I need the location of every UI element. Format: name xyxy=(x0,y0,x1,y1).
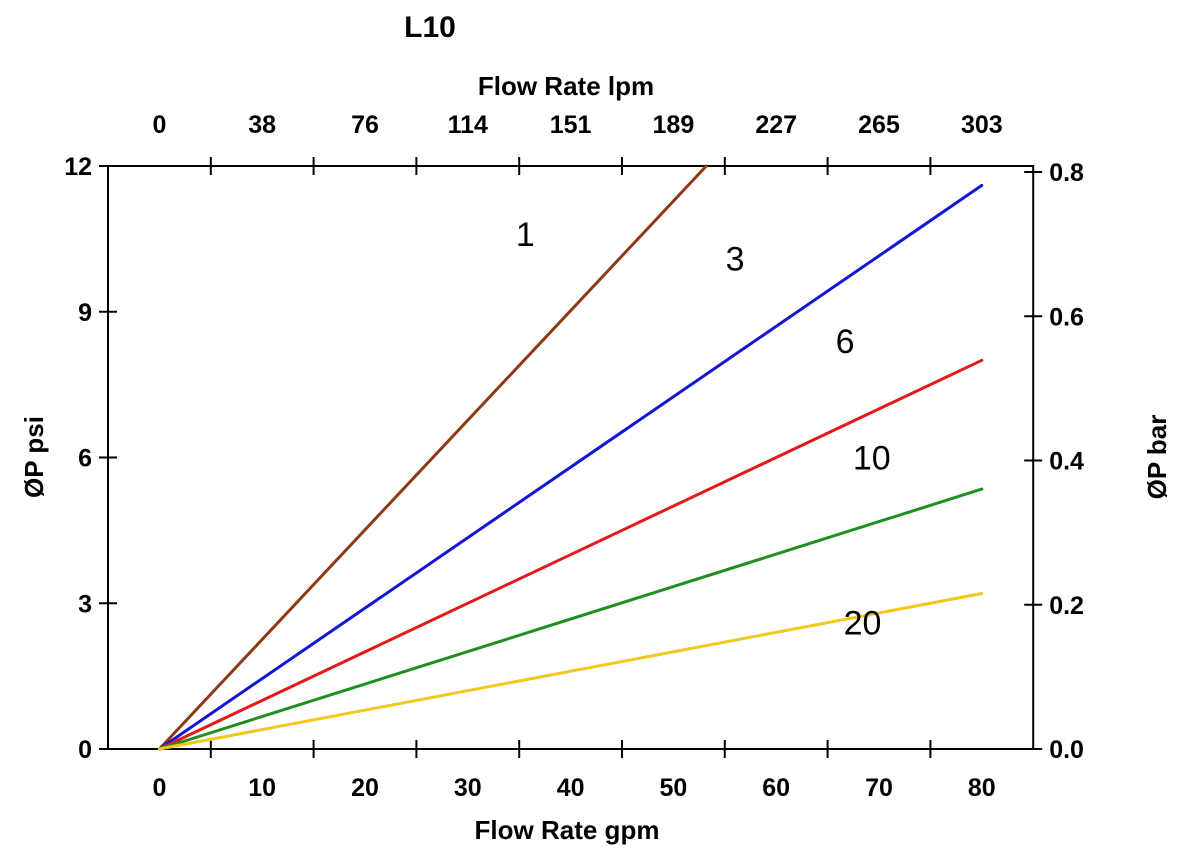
left-tick-label: 3 xyxy=(78,590,92,618)
bottom-tick-label: 80 xyxy=(968,774,996,802)
top-tick-label: 114 xyxy=(448,111,488,139)
axis-tick-labels: 0 10 20 30 40 50 60 70 800 38 76 114 151 189 227 265 303… xyxy=(64,111,1084,802)
bottom-tick-label: 30 xyxy=(454,774,482,802)
series-line-1 xyxy=(157,164,708,751)
series-line-3 xyxy=(157,183,984,751)
bottom-tick-label: 0 xyxy=(152,774,166,802)
left-tick-label: 6 xyxy=(78,445,92,473)
top-tick-label: 76 xyxy=(351,111,379,139)
top-tick-label: 38 xyxy=(248,111,276,139)
top-tick-label: 303 xyxy=(961,111,1003,139)
right-axis-title: ØP bar xyxy=(1142,415,1172,500)
series-line-6 xyxy=(157,358,984,751)
left-tick-label: 9 xyxy=(78,299,92,327)
bottom-tick-label: 20 xyxy=(351,774,379,802)
bottom-tick-label: 60 xyxy=(762,774,790,802)
series-labels: 1 3 6 10 20 xyxy=(516,216,891,643)
left-tick-label: 0 xyxy=(78,736,92,764)
series-label-20: 20 xyxy=(844,605,882,643)
right-tick-label: 0.0 xyxy=(1049,736,1084,764)
axis-ticks xyxy=(99,157,1043,758)
left-axis-title: ØP psi xyxy=(19,416,49,498)
right-tick-label: 0.6 xyxy=(1049,303,1084,331)
top-axis-title: Flow Rate lpm xyxy=(478,71,654,101)
right-tick-label: 0.4 xyxy=(1049,448,1084,476)
bottom-tick-label: 40 xyxy=(557,774,585,802)
right-tick-label: 0.2 xyxy=(1049,592,1084,620)
bottom-axis-title: Flow Rate gpm xyxy=(475,815,660,845)
top-tick-label: 227 xyxy=(755,111,797,139)
series-label-10: 10 xyxy=(853,440,891,478)
series-label-6: 6 xyxy=(836,323,855,361)
series-line-20 xyxy=(157,592,984,751)
series-lines xyxy=(157,164,984,751)
top-tick-label: 0 xyxy=(152,111,166,139)
top-tick-label: 189 xyxy=(653,111,695,139)
left-tick-label: 12 xyxy=(64,153,92,181)
series-line-10 xyxy=(157,487,984,751)
chart-title: L10 xyxy=(404,11,456,44)
plot-frame xyxy=(107,165,1035,750)
top-tick-label: 265 xyxy=(858,111,900,139)
right-tick-label: 0.8 xyxy=(1049,159,1084,187)
series-label-1: 1 xyxy=(516,216,535,254)
top-tick-label: 151 xyxy=(550,111,592,139)
series-label-3: 3 xyxy=(726,240,745,278)
bottom-tick-label: 10 xyxy=(248,774,276,802)
bottom-tick-label: 70 xyxy=(865,774,893,802)
plot-border xyxy=(107,165,1035,750)
bottom-tick-label: 50 xyxy=(659,774,687,802)
